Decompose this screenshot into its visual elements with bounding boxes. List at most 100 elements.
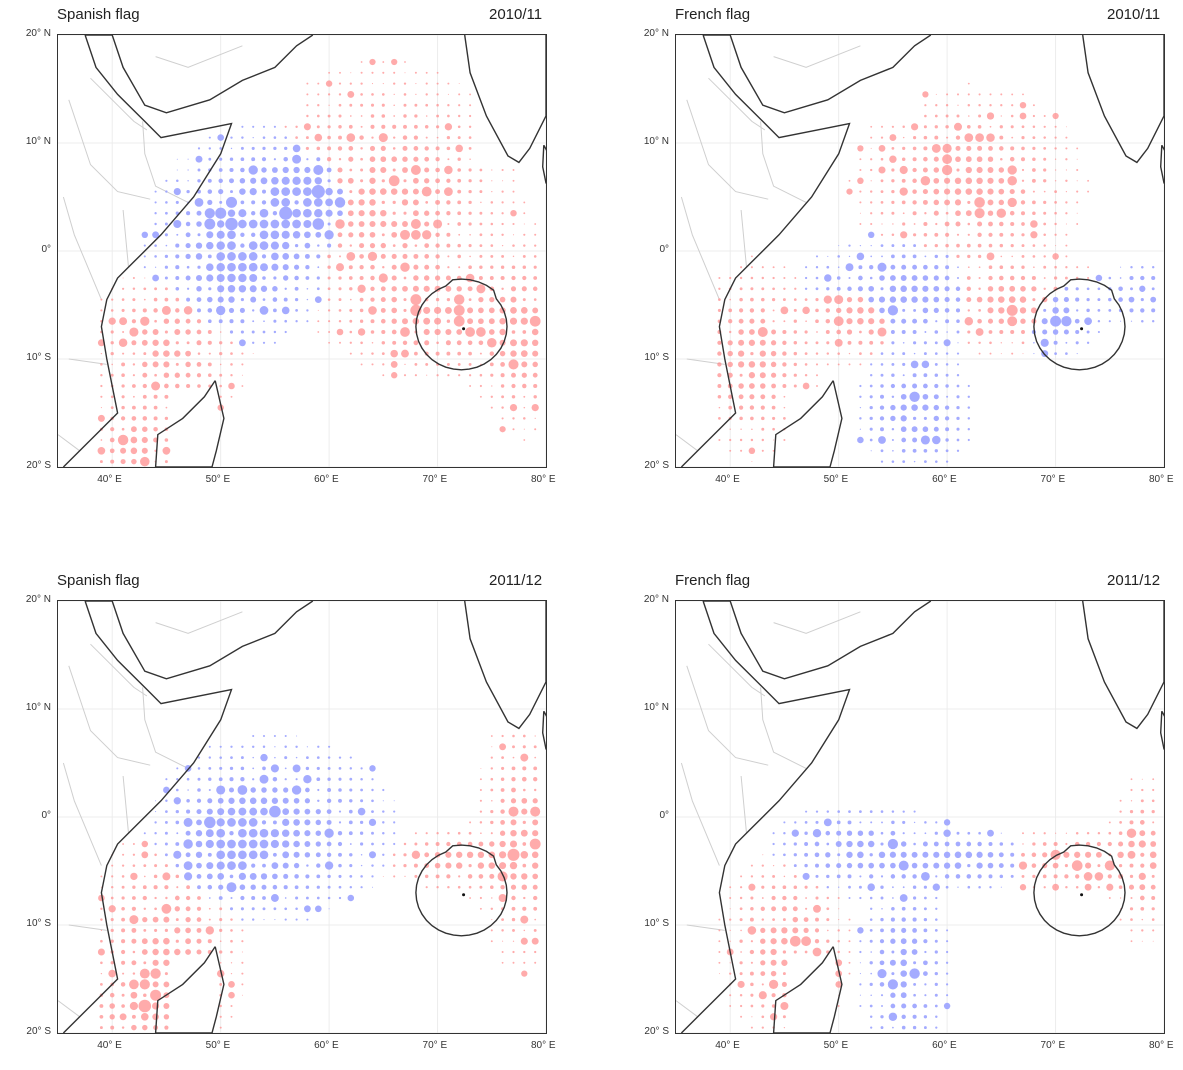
effort-dot bbox=[457, 222, 462, 226]
effort-dot bbox=[1000, 353, 1002, 355]
effort-dot bbox=[1118, 863, 1123, 868]
effort-dot bbox=[316, 276, 320, 280]
effort-dots bbox=[718, 778, 1157, 1030]
effort-dot bbox=[414, 124, 418, 129]
effort-dot bbox=[249, 872, 257, 880]
effort-dot bbox=[1022, 832, 1024, 835]
effort-dot bbox=[186, 189, 190, 194]
effort-dot bbox=[458, 374, 461, 377]
effort-dot bbox=[219, 982, 223, 986]
effort-dot bbox=[447, 222, 450, 226]
effort-dot bbox=[240, 157, 245, 162]
effort-dot bbox=[230, 374, 233, 377]
effort-dot bbox=[880, 460, 884, 463]
effort-dot bbox=[499, 862, 507, 870]
effort-dot bbox=[880, 427, 884, 432]
effort-dot bbox=[138, 999, 152, 1013]
effort-dot bbox=[944, 841, 950, 847]
effort-dot bbox=[956, 384, 960, 388]
effort-dot bbox=[512, 928, 515, 932]
effort-dot bbox=[447, 93, 449, 95]
effort-dot bbox=[910, 360, 919, 369]
map-area[interactable] bbox=[57, 600, 547, 1034]
effort-dot bbox=[728, 308, 733, 313]
map-area[interactable] bbox=[675, 600, 1165, 1034]
effort-dot bbox=[249, 797, 257, 805]
map-area[interactable] bbox=[57, 34, 547, 468]
effort-dot bbox=[424, 852, 430, 858]
effort-dot bbox=[404, 875, 406, 878]
effort-dot bbox=[143, 266, 146, 269]
effort-dot bbox=[738, 339, 745, 346]
effort-dot bbox=[445, 340, 451, 346]
effort-dot bbox=[196, 938, 202, 944]
effort-dot bbox=[912, 373, 917, 378]
effort-dot bbox=[273, 341, 276, 344]
effort-dot bbox=[262, 189, 266, 194]
effort-dot bbox=[956, 416, 960, 421]
longitude-tick-label: 60° E bbox=[314, 474, 339, 485]
effort-dot bbox=[110, 928, 114, 933]
effort-dot bbox=[458, 104, 461, 107]
effort-dot bbox=[749, 318, 755, 324]
effort-dot bbox=[175, 265, 180, 270]
effort-dot bbox=[400, 262, 410, 272]
effort-dot bbox=[346, 252, 356, 261]
effort-dot bbox=[273, 330, 277, 334]
effort-dot bbox=[793, 341, 798, 345]
effort-dot bbox=[132, 384, 136, 388]
effort-dot bbox=[434, 306, 442, 314]
effort-dot bbox=[219, 907, 223, 911]
panel-season-label: 2011/12 bbox=[1107, 572, 1161, 589]
longitude-tick-label: 80° E bbox=[1149, 474, 1174, 485]
effort-dot bbox=[139, 968, 150, 979]
map-area[interactable] bbox=[675, 34, 1165, 468]
effort-dot bbox=[457, 885, 461, 889]
effort-dot bbox=[532, 862, 539, 869]
effort-dot bbox=[1129, 308, 1134, 313]
effort-dot bbox=[469, 93, 472, 96]
effort-dot bbox=[164, 853, 168, 857]
effort-dot bbox=[859, 821, 862, 824]
effort-dot bbox=[208, 788, 211, 792]
effort-dot bbox=[457, 136, 461, 140]
effort-dot bbox=[922, 91, 929, 98]
effort-dot bbox=[446, 232, 451, 237]
effort-dot bbox=[338, 158, 342, 161]
effort-dot bbox=[846, 307, 853, 314]
effort-dot bbox=[217, 808, 225, 816]
effort-dot bbox=[933, 404, 939, 411]
effort-dot bbox=[120, 982, 126, 987]
effort-dot bbox=[121, 896, 125, 900]
effort-dot bbox=[902, 125, 905, 129]
effort-dot bbox=[976, 177, 983, 185]
effort-dot bbox=[175, 820, 180, 825]
effort-dot bbox=[110, 459, 115, 464]
effort-dot bbox=[760, 318, 766, 324]
effort-dot bbox=[1032, 157, 1036, 161]
effort-dot bbox=[241, 745, 244, 748]
effort-dot bbox=[185, 938, 191, 945]
effort-dot bbox=[392, 853, 396, 857]
effort-dot bbox=[814, 939, 820, 944]
effort-dot bbox=[161, 903, 172, 914]
effort-dot bbox=[414, 103, 418, 107]
effort-dot bbox=[208, 157, 212, 161]
border-line bbox=[62, 762, 102, 866]
effort-dot bbox=[530, 806, 541, 817]
effort-dot bbox=[805, 320, 807, 323]
effort-dot bbox=[935, 821, 938, 824]
effort-dot bbox=[371, 875, 374, 878]
effort-dot bbox=[262, 125, 266, 128]
effort-dot bbox=[878, 145, 886, 152]
effort-dot bbox=[870, 450, 872, 452]
effort-dot bbox=[403, 308, 407, 312]
effort-dot bbox=[1065, 212, 1068, 215]
effort-dot bbox=[869, 373, 873, 377]
effort-dot bbox=[1020, 318, 1026, 324]
effort-dot bbox=[423, 328, 430, 336]
effort-dot bbox=[360, 61, 363, 63]
effort-dot bbox=[533, 777, 538, 782]
effort-dot bbox=[196, 362, 202, 367]
effort-dot bbox=[457, 254, 462, 259]
